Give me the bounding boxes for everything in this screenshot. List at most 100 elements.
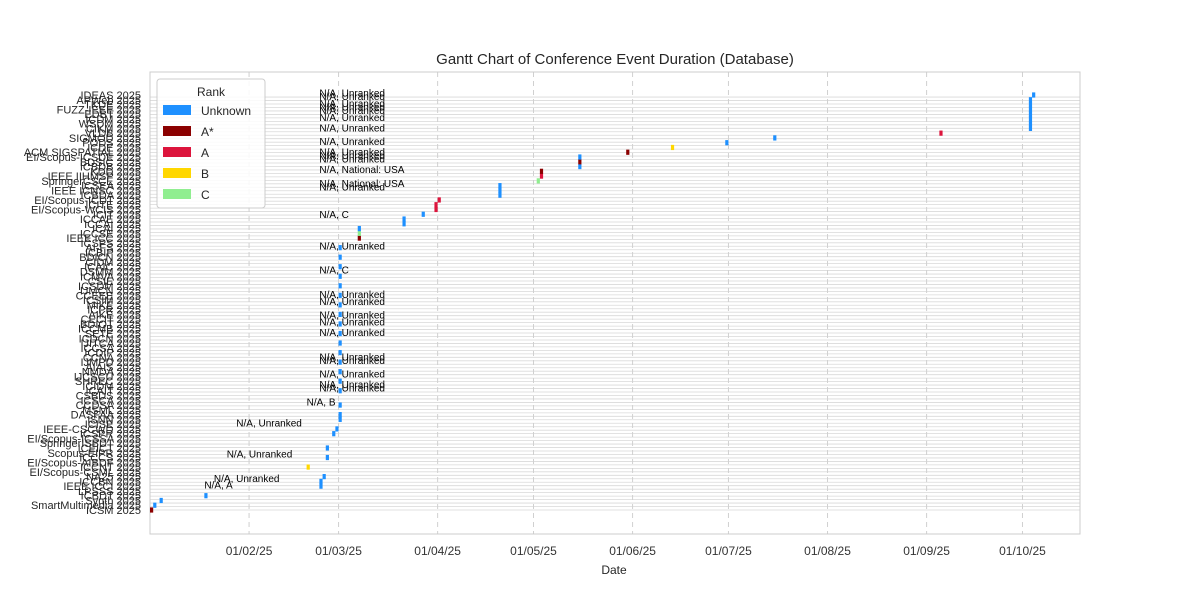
y-tick-label: ICAIT 2025 — [86, 386, 141, 398]
y-tick-label: ICBDA 2025 — [80, 190, 141, 202]
gantt-bar — [150, 507, 154, 513]
annotation-label: N/A, Unranked — [236, 418, 302, 429]
y-tick-label: ICISE 2025 — [85, 419, 141, 431]
x-tick-label: 01/05/25 — [510, 544, 557, 558]
gantt-bar — [1032, 92, 1036, 98]
gantt-bar — [338, 340, 342, 346]
y-tick-label: ICIDM 2025 — [82, 381, 141, 393]
annotation-label: N/A, Unranked — [319, 297, 385, 308]
legend-label: B — [201, 167, 209, 181]
gantt-bar — [539, 173, 544, 179]
y-tick-label: CECIT 2025 — [81, 314, 141, 326]
y-tick-label: SIGMOD 2025 — [69, 133, 141, 145]
legend-swatch — [163, 189, 191, 199]
y-tick-label: IJITCA 2025 — [80, 338, 141, 350]
x-tick-label: 01/02/25 — [226, 544, 273, 558]
y-tick-label: ICSEA 2025 — [81, 181, 141, 193]
y-tick-label: IEEE ICC 2025 — [66, 233, 141, 245]
gantt-bar — [153, 502, 157, 508]
annotation-label: N/A, Unranked — [319, 148, 385, 159]
gantt-bar — [578, 163, 582, 170]
chart-title: Gantt Chart of Conference Event Duration… — [436, 51, 794, 68]
plot-area-frame — [149, 71, 1081, 535]
gantt-bar — [338, 411, 342, 418]
y-tick-label: Synth 2025 — [85, 495, 141, 507]
annotation-label: N/A, Unranked — [319, 290, 385, 301]
y-tick-label: BDSIC 2025 — [80, 157, 141, 169]
gantt-bar — [335, 426, 339, 432]
gantt-bar — [338, 349, 342, 356]
gantt-bar — [325, 445, 329, 451]
annotation-label: N/A, B — [307, 397, 336, 408]
legend-title: Rank — [197, 85, 226, 99]
gantt-bar — [159, 497, 163, 504]
gantt-bar — [402, 216, 406, 222]
y-tick-label: IEEE ICCI 2025 — [63, 481, 141, 493]
y-tick-label: ICMVA 2025 — [80, 271, 141, 283]
y-tick-label: IEEE ICNSC 2025 — [51, 185, 141, 197]
annotation-label: N/A, Unranked — [319, 151, 385, 162]
y-tick-label: ICDCN 2025 — [79, 333, 141, 345]
annotation-label: N/A, Unranked — [319, 356, 385, 367]
annotation-label: N/A, C — [319, 266, 348, 277]
gantt-bar — [498, 192, 502, 198]
y-tick-label: CSBDS 2025 — [76, 391, 141, 403]
gantt-bar — [319, 478, 323, 484]
y-tick-label: ACM SIGSPATIAL 2025 — [24, 147, 141, 159]
x-tick-label: 01/08/25 — [804, 544, 851, 558]
y-tick-label: ICCBN 2025 — [79, 476, 141, 488]
y-tick-label: SHREC 2025 — [75, 376, 141, 388]
gantt-bar — [498, 187, 502, 194]
annotation-label: N/A, Unranked — [319, 384, 385, 395]
y-tick-label: ICAI 2025 — [92, 224, 141, 236]
y-tick-label: EI/Scopus-ICSDE 2025 — [26, 152, 141, 164]
gantt-bar — [338, 245, 342, 251]
y-tick-label: ICDM 2025 — [85, 114, 141, 126]
legend-label: Unknown — [201, 104, 251, 118]
annotation-label: N/A, Unranked — [319, 370, 385, 381]
y-tick-label: ISNN 2025 — [87, 414, 141, 426]
y-tick-label: AIKE 2025 — [88, 309, 141, 321]
y-tick-label: VLDB 2025 — [85, 128, 141, 140]
gantt-bar — [1028, 116, 1033, 122]
y-tick-label: ICCSA 2025 — [80, 343, 141, 355]
y-tick-label: ICCMB 2025 — [78, 324, 141, 336]
gantt-bar — [338, 378, 342, 384]
y-tick-label: CCNA 2025 — [83, 352, 141, 364]
y-tick-label: ICCCS 2025 — [79, 453, 141, 465]
y-tick-label: ICPR 2025 — [87, 305, 141, 317]
gantt-bar — [325, 454, 329, 461]
x-axis-label: Date — [601, 563, 627, 577]
annotation-label: N/A, Unranked — [319, 92, 385, 103]
y-tick-label: ICCSE 2025 — [80, 228, 141, 240]
x-tick-labels: 01/02/25 01/03/25 01/04/25 01/05/25 01/06/25… — [226, 544, 1046, 558]
y-tick-label: CIDM 2025 — [85, 257, 141, 269]
gantt-bar — [338, 302, 342, 308]
y-tick-label: AI-FS 2025 — [85, 243, 141, 255]
x-tick-label: 01/04/25 — [414, 544, 461, 558]
y-tick-label: BDIOT 2025 — [80, 319, 141, 331]
annotation-label: N/A, Unranked — [319, 380, 385, 391]
y-tick-label: EI/Scopus-AIBDF 2025 — [27, 457, 141, 469]
y-tick-label: NA25 2025 — [86, 472, 141, 484]
y-tick-label: IEEE IIHMSP 2025 — [48, 171, 141, 183]
annotation-label: N/A, Unranked — [319, 182, 385, 193]
gantt-bar — [338, 402, 342, 408]
annotation-label: N/A, Unranked — [319, 352, 385, 363]
gantt-bar — [536, 178, 540, 184]
annotation-label: N/A, National: USA — [319, 165, 404, 176]
gantt-bar — [357, 235, 361, 241]
y-tick-label: IJMPD 2025 — [80, 357, 141, 369]
gantt-bar — [437, 197, 441, 203]
y-tick-label: WSDM 2025 — [79, 119, 141, 131]
y-tick-label: Scopus-EIPR 2025 — [47, 448, 141, 460]
annotation-label: N/A, Unranked — [214, 474, 280, 485]
gantt-bar — [338, 264, 342, 270]
annotation-label: N/A, Unranked — [319, 241, 385, 252]
gantt-bar — [357, 230, 361, 236]
y-tick-label: KDD 2025 — [90, 166, 141, 178]
annotation-label: N/A, Unranked — [319, 113, 385, 124]
annotation-label: N/A, Unranked — [319, 328, 385, 339]
y-tick-label: EI/Scopus-CSML 2025 — [30, 467, 141, 479]
y-tick-label: DASFAA 2025 — [71, 410, 141, 422]
